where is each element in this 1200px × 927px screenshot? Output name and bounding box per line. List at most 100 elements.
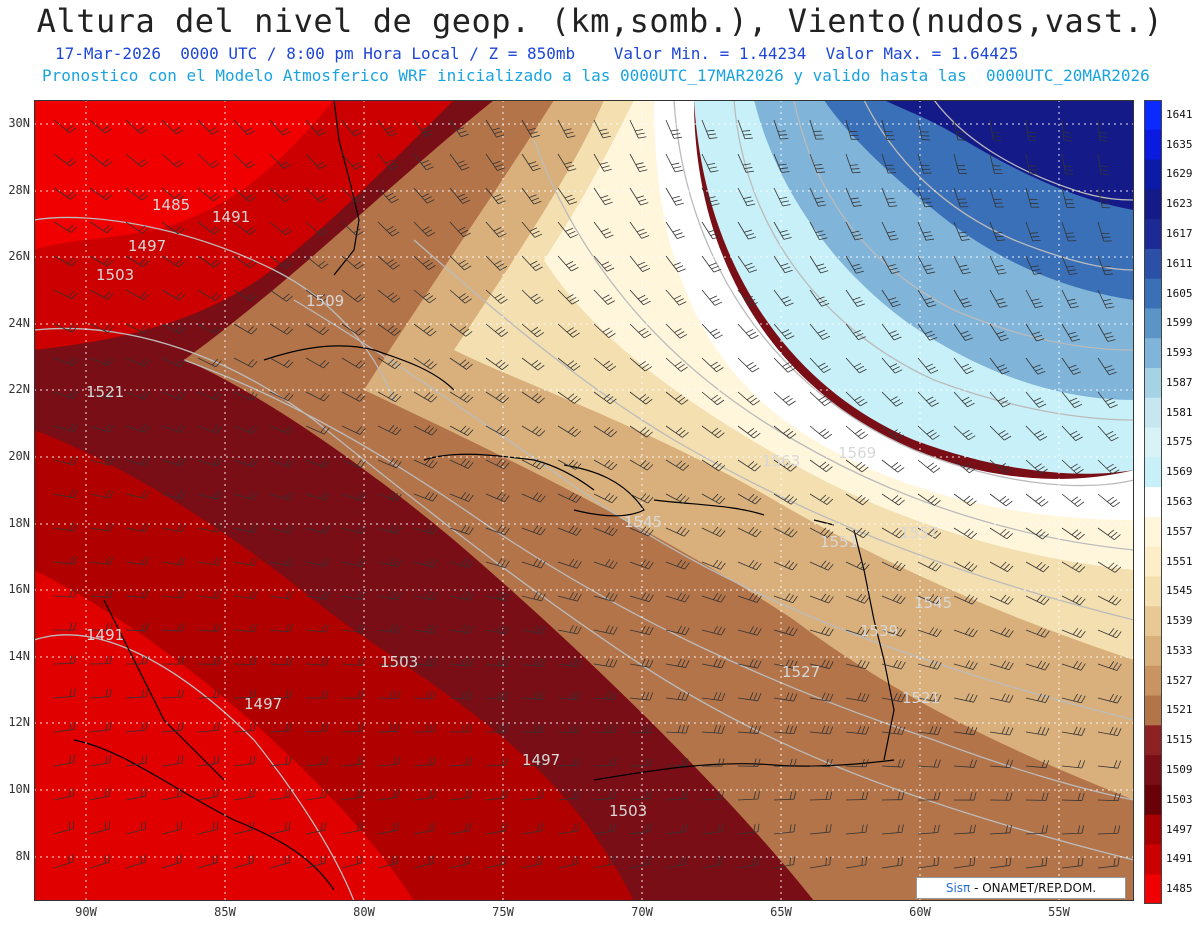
wind-barb bbox=[161, 556, 186, 566]
wind-barb bbox=[665, 856, 687, 869]
wind-barb bbox=[521, 658, 546, 667]
wind-barb bbox=[809, 289, 830, 307]
wind-barb bbox=[89, 655, 113, 665]
wind-barb bbox=[953, 693, 978, 703]
wind-barb bbox=[449, 391, 474, 403]
wind-barb bbox=[53, 522, 78, 532]
wind-barb bbox=[665, 493, 690, 504]
wind-barb bbox=[269, 788, 291, 801]
wind-barb bbox=[989, 726, 1014, 736]
wind-barb bbox=[521, 525, 546, 536]
wind-barb bbox=[953, 792, 977, 801]
wind-barb bbox=[593, 255, 615, 272]
wind-barb bbox=[53, 289, 78, 300]
wind-barb bbox=[881, 255, 900, 274]
wind-barb bbox=[665, 459, 690, 471]
wind-barb bbox=[629, 823, 652, 835]
wind-barb bbox=[53, 255, 78, 267]
colorbar-label: 1575 bbox=[1166, 435, 1193, 449]
wind-barb bbox=[701, 559, 726, 570]
lat-tick-label: 8N bbox=[15, 849, 30, 863]
wind-barb bbox=[953, 119, 966, 141]
wind-barb bbox=[593, 221, 614, 239]
wind-barb bbox=[773, 357, 796, 373]
wind-barb bbox=[845, 119, 860, 140]
wind-barb bbox=[629, 255, 651, 272]
wind-barb bbox=[53, 187, 77, 200]
wind-barb bbox=[917, 857, 940, 869]
colorbar-swatch bbox=[1144, 725, 1162, 756]
wind-barb bbox=[989, 527, 1014, 540]
wind-barb bbox=[953, 391, 975, 408]
wind-barb bbox=[125, 556, 150, 566]
wind-barb bbox=[773, 659, 798, 669]
colorbar-label: 1539 bbox=[1166, 614, 1193, 628]
wind-barb bbox=[845, 791, 869, 801]
wind-barb bbox=[197, 255, 221, 268]
wind-barb bbox=[953, 824, 976, 835]
contour-label: 1545 bbox=[624, 513, 662, 531]
wind-barb bbox=[1097, 289, 1115, 309]
wind-barb bbox=[737, 758, 761, 767]
wind-barb bbox=[413, 756, 436, 767]
wind-barb bbox=[557, 591, 582, 602]
wind-barb bbox=[989, 693, 1014, 703]
wind-barb bbox=[53, 221, 78, 233]
wind-barb bbox=[521, 492, 546, 503]
wind-barb bbox=[737, 725, 761, 734]
wind-barb bbox=[125, 357, 150, 367]
wind-barb bbox=[809, 856, 831, 869]
wind-barb bbox=[341, 289, 365, 303]
wind-barb bbox=[881, 289, 901, 308]
wind-barb bbox=[701, 823, 724, 835]
wind-barb bbox=[521, 357, 545, 371]
wind-barb bbox=[845, 459, 869, 473]
lat-tick-label: 12N bbox=[8, 715, 30, 729]
wind-barb bbox=[1097, 726, 1122, 737]
wind-barb bbox=[413, 822, 435, 835]
wind-barb bbox=[665, 153, 683, 173]
wind-barb bbox=[485, 459, 510, 470]
wind-barb bbox=[881, 391, 904, 407]
wind-barb bbox=[989, 561, 1014, 572]
wind-barb bbox=[737, 823, 760, 835]
contour-label: 1527 bbox=[782, 663, 820, 681]
wind-barb bbox=[1097, 527, 1121, 540]
wind-barb bbox=[845, 323, 866, 341]
wind-barb bbox=[233, 656, 257, 666]
wind-barb bbox=[881, 659, 906, 670]
colorbar-swatch bbox=[1144, 665, 1162, 697]
wind-barb bbox=[305, 425, 330, 435]
wind-barb bbox=[125, 788, 147, 801]
field-white bbox=[654, 100, 1134, 520]
wind-barb bbox=[377, 822, 399, 835]
wind-barb bbox=[953, 594, 978, 605]
wind-barb bbox=[233, 821, 255, 835]
wind-barb bbox=[629, 658, 654, 668]
wind-barb bbox=[1061, 561, 1086, 573]
wind-barb bbox=[1061, 119, 1072, 142]
wind-barb bbox=[845, 221, 863, 241]
wind-barb bbox=[665, 559, 690, 570]
contour-label: 1557 bbox=[900, 524, 938, 542]
wind-barb bbox=[557, 323, 580, 338]
wind-barb bbox=[485, 822, 507, 835]
wind-barb bbox=[413, 289, 437, 304]
wind-barb bbox=[917, 561, 942, 572]
wind-barb bbox=[1025, 323, 1045, 342]
wind-barb bbox=[845, 425, 869, 440]
wind-barb bbox=[629, 790, 652, 801]
wind-barb bbox=[449, 323, 473, 337]
wind-barb bbox=[341, 187, 364, 203]
contour-label: 1545 bbox=[914, 594, 952, 612]
contour-label: 1491 bbox=[86, 626, 124, 644]
wind-barb bbox=[989, 459, 1012, 474]
wind-barb bbox=[377, 624, 402, 634]
wind-barb bbox=[305, 657, 329, 666]
wind-barb bbox=[53, 390, 78, 399]
wind-barb bbox=[521, 757, 545, 767]
wind-barb bbox=[413, 557, 438, 568]
colorbar-label: 1587 bbox=[1166, 375, 1193, 389]
wind-barb bbox=[305, 221, 328, 236]
contour-label: 1539 bbox=[860, 622, 898, 640]
